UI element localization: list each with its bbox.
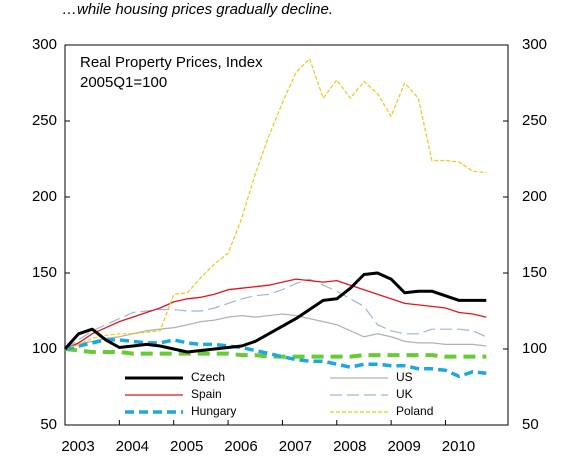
y-tick-label: 250 <box>32 112 57 129</box>
y-tick-label: 300 <box>32 36 57 53</box>
x-tick-label: 2010 <box>442 438 475 455</box>
x-tick-label: 2004 <box>116 438 149 455</box>
y-tick-label: 100 <box>32 340 57 357</box>
annotation: 2005Q1=100 <box>80 74 167 91</box>
series-line <box>64 278 487 350</box>
y-tick-label: 50 <box>40 416 57 433</box>
series-line <box>64 278 487 350</box>
legend-label: Poland <box>396 404 433 418</box>
x-tick-label: 2009 <box>387 438 420 455</box>
plot-frame <box>64 44 509 426</box>
y2-tick-label: 50 <box>522 416 539 433</box>
series-line <box>64 58 487 350</box>
x-tick-label: 2005 <box>170 438 203 455</box>
legend-label: UK <box>396 387 413 401</box>
legend-label: US <box>396 370 413 384</box>
x-tick-label: 2008 <box>333 438 366 455</box>
y-tick-label: 200 <box>32 188 57 205</box>
legend-label: Czech <box>191 370 225 384</box>
legend-label: Hungary <box>191 404 236 418</box>
x-tick-label: 2006 <box>224 438 257 455</box>
y2-tick-label: 250 <box>522 112 547 129</box>
x-tick-label: 2003 <box>61 438 94 455</box>
x-tick-label: 2007 <box>279 438 312 455</box>
y2-tick-label: 150 <box>522 264 547 281</box>
series-line <box>63 271 487 354</box>
y2-tick-label: 100 <box>522 340 547 357</box>
y-tick-label: 150 <box>32 264 57 281</box>
y2-tick-label: 300 <box>522 36 547 53</box>
annotation: Real Property Prices, Index <box>80 54 263 71</box>
y2-tick-label: 200 <box>522 188 547 205</box>
series-line <box>64 338 487 379</box>
chart-title: …while housing prices gradually decline. <box>62 1 333 18</box>
legend-label: Spain <box>191 387 222 401</box>
